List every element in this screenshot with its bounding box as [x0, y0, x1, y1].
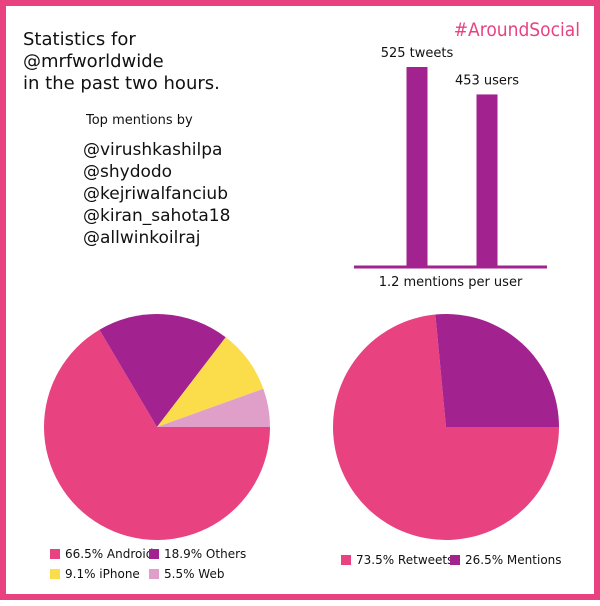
- mention-user: @shydodo: [83, 162, 173, 182]
- legend-swatch: [50, 569, 60, 579]
- device-pie-slice-iphone: [157, 337, 264, 427]
- legend-item: 73.5% Retweets: [341, 553, 453, 567]
- legend-item: 9.1% iPhone: [50, 567, 140, 581]
- legend-swatch: [450, 555, 460, 565]
- legend-item: 18.9% Others: [149, 547, 246, 561]
- legend-item: 26.5% Mentions: [450, 553, 562, 567]
- page-title: Statistics for @mrfworldwide in the past…: [23, 29, 220, 95]
- legend-label: 73.5% Retweets: [356, 553, 454, 567]
- mention-user: @allwinkoilraj: [83, 228, 201, 248]
- legend-swatch: [341, 555, 351, 565]
- mention-user: @kiran_sahota18: [83, 206, 231, 226]
- legend-label: 9.1% iPhone: [65, 567, 140, 581]
- legend-label: 26.5% Mentions: [465, 553, 562, 567]
- device-pie-slice-web: [157, 388, 270, 427]
- title-line-3: in the past two hours.: [23, 73, 220, 94]
- bar-tweets: [406, 67, 428, 267]
- bar-data-label: 453 users: [455, 73, 519, 88]
- legend-item: 5.5% Web: [149, 567, 224, 581]
- bar-x-label: 1.2 mentions per user: [379, 275, 523, 290]
- mention-user: @virushkashilpa: [83, 140, 223, 160]
- legend-label: 66.5% Android: [65, 547, 154, 561]
- legend-swatch: [149, 549, 159, 559]
- bar-data-label: 525 tweets: [381, 46, 454, 61]
- bar-users: [476, 94, 498, 267]
- top-mentions-list: @virushkashilpa @shydodo @kejriwalfanciu…: [83, 139, 230, 249]
- device-pie-slice-android: [43, 329, 270, 540]
- legend-swatch: [50, 549, 60, 559]
- mention-user: @kejriwalfanciub: [83, 184, 228, 204]
- type-pie-slice-retweets: [333, 314, 559, 541]
- type-pie-slice-mentions: [435, 314, 559, 427]
- device-pie-slice-others: [99, 313, 226, 427]
- legend-label: 5.5% Web: [164, 567, 225, 581]
- legend-swatch: [149, 569, 159, 579]
- hashtag-label: #AroundSocial: [453, 19, 580, 41]
- legend-item: 66.5% Android: [50, 547, 153, 561]
- title-line-1: Statistics for: [23, 29, 136, 50]
- legend-label: 18.9% Others: [164, 547, 247, 561]
- top-mentions-heading: Top mentions by: [86, 113, 193, 128]
- title-line-2: @mrfworldwide: [23, 51, 164, 72]
